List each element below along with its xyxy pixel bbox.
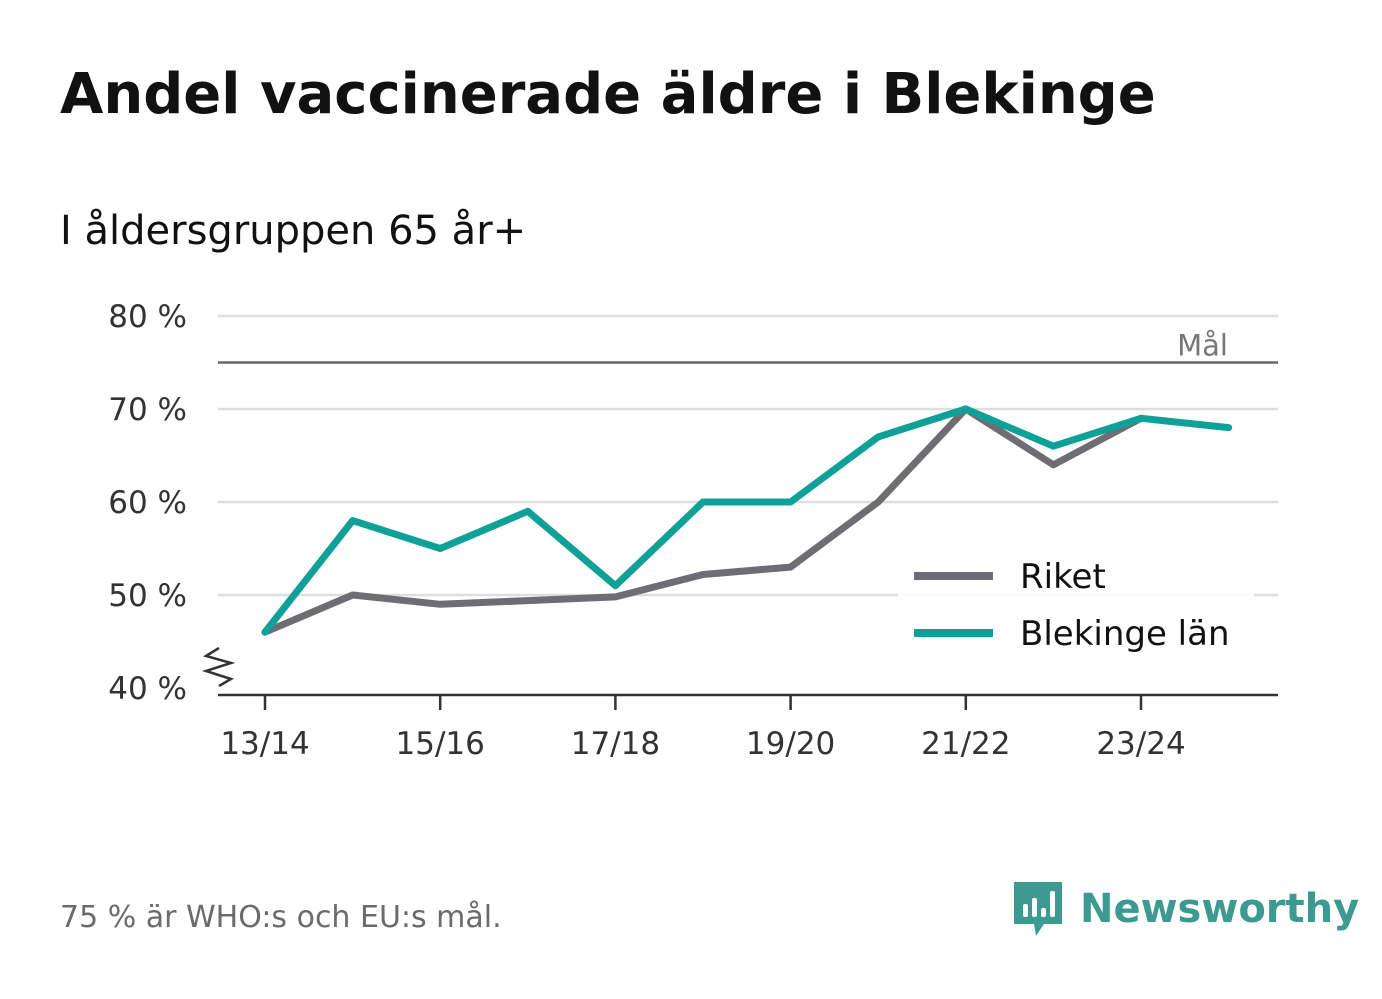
x-tick-label: 13/14 xyxy=(220,726,309,762)
bar-chart-speech-bubble-icon xyxy=(1014,882,1062,936)
target-line: Mål xyxy=(218,329,1278,364)
x-tick-label: 19/20 xyxy=(746,726,835,762)
legend-label: Riket xyxy=(1020,557,1106,597)
legend: Riket Blekinge län xyxy=(898,540,1254,658)
x-tick-label: 17/18 xyxy=(571,726,660,762)
target-line-label: Mål xyxy=(1177,329,1228,363)
chart-subtitle: I åldersgruppen 65 år+ xyxy=(60,208,527,254)
series-lines xyxy=(261,405,1233,636)
footnote: 75 % är WHO:s och EU:s mål. xyxy=(60,900,502,935)
series-line-blekinge-län xyxy=(261,405,1233,636)
x-tick-label: 21/22 xyxy=(921,726,1010,762)
y-tick-label: 40 % xyxy=(108,671,187,707)
y-tick-label: 70 % xyxy=(108,392,187,428)
legend-label: Blekinge län xyxy=(1020,614,1230,654)
y-tick-label: 80 % xyxy=(108,299,187,335)
axis-break-icon xyxy=(201,646,236,688)
series-line-riket xyxy=(261,405,1145,636)
axes: 40 % 50 % 60 % 70 % 80 % 13/14 15/16 17/18 19/20… xyxy=(108,299,1278,762)
line-chart: Mål Riket Blekinge län 40 % 50 % 60 % 70 % 80… xyxy=(108,299,1278,762)
y-tick-label: 60 % xyxy=(108,485,187,521)
chart-title: Andel vaccinerade äldre i Blekinge xyxy=(60,62,1156,127)
legend-background xyxy=(898,540,1254,658)
brand-logo: Newsworthy xyxy=(1010,878,1359,940)
x-tick-label: 23/24 xyxy=(1096,726,1185,762)
brand-name: Newsworthy xyxy=(1080,886,1360,932)
x-tick-label: 15/16 xyxy=(396,726,485,762)
y-tick-label: 50 % xyxy=(108,578,187,614)
